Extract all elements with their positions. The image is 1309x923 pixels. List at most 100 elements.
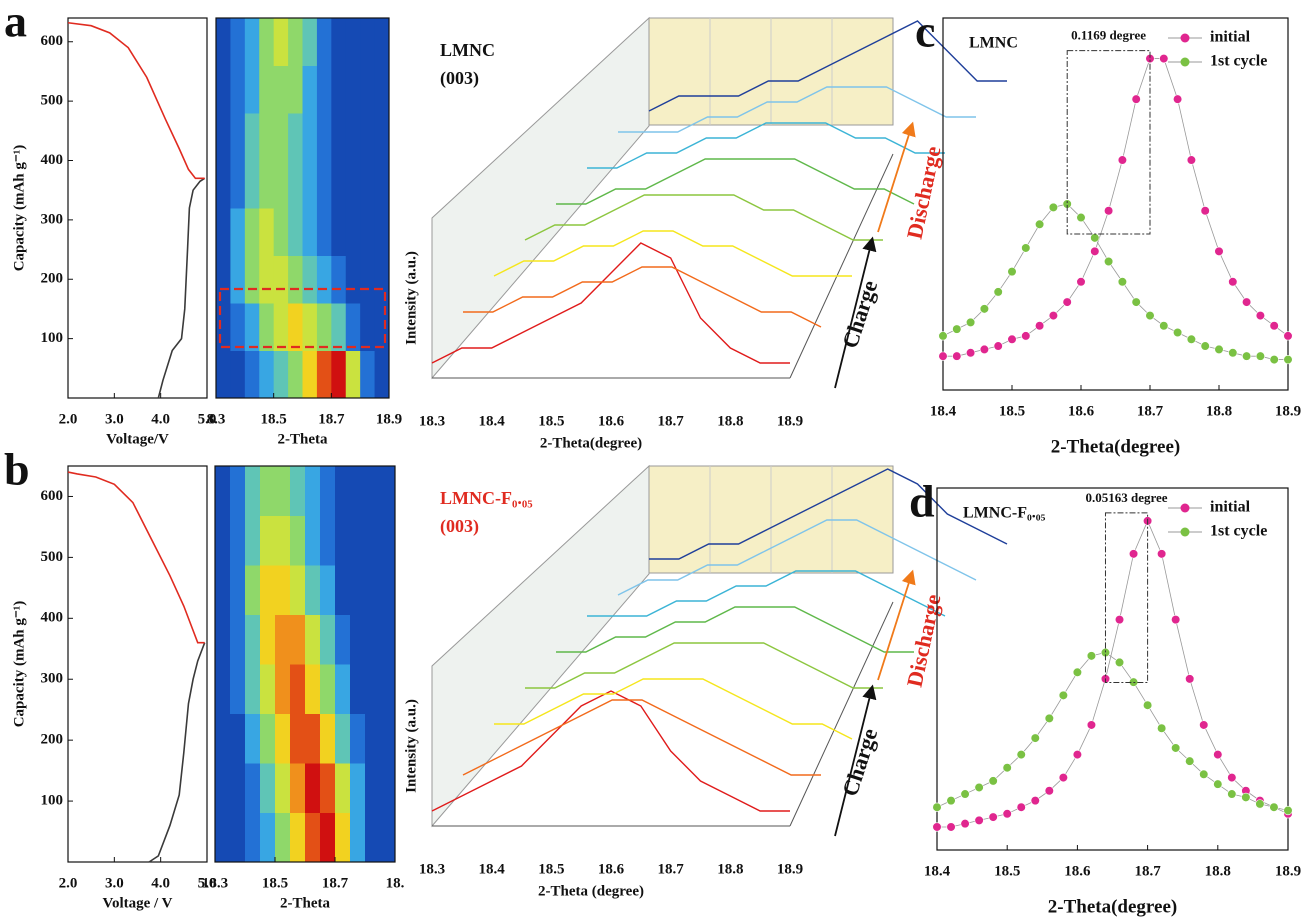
heatmap-cell	[245, 565, 261, 615]
heatmap-cell	[245, 763, 261, 813]
legend-label: 1st cycle	[1210, 523, 1267, 540]
data-point	[1002, 763, 1012, 773]
heatmap-cell	[335, 614, 351, 665]
data-point	[1002, 809, 1012, 819]
data-point	[1283, 331, 1293, 341]
data-point	[1076, 277, 1086, 287]
heatmap-cell	[374, 350, 390, 399]
heatmap-cell	[230, 255, 246, 304]
x-tick-label: 18.3	[419, 861, 445, 877]
data-point	[1159, 53, 1169, 64]
data-point	[1228, 348, 1238, 358]
heatmap-cell	[365, 614, 381, 665]
y-tick-label: 200	[41, 271, 64, 287]
heatmap-cell	[350, 763, 366, 813]
heatmap-cell	[216, 303, 231, 351]
data-point	[1007, 267, 1017, 277]
heatmap-cell	[259, 255, 275, 304]
data-point	[1058, 772, 1068, 783]
data-point	[1157, 549, 1167, 559]
series-line	[148, 642, 206, 863]
chart-subtitle: (003)	[440, 68, 479, 89]
series-line	[943, 58, 1289, 357]
heatmap-cell	[275, 614, 291, 665]
data-point	[1072, 667, 1082, 677]
annotation: 0.05163 degree	[1086, 490, 1168, 505]
heatmap-cell	[365, 466, 381, 516]
x-tick-label: 18.3	[419, 413, 445, 429]
heatmap-cell	[290, 466, 306, 516]
data-point	[938, 331, 948, 341]
x-tick-label: 18.8	[717, 413, 743, 429]
heatmap-cell	[331, 18, 347, 66]
spectrum	[463, 266, 822, 328]
data-point	[1086, 651, 1097, 661]
x-tick-label: 2.0	[59, 411, 78, 427]
heatmap-cell	[320, 614, 336, 665]
y-axis-label: Capacity (mAh g⁻¹)	[11, 601, 27, 728]
heatmap-cell	[365, 763, 381, 813]
heatmap-cell	[230, 65, 246, 114]
y-axis-label: Intensity (a.u.)	[403, 699, 419, 793]
data-point	[1145, 311, 1155, 321]
heatmap-cell	[316, 350, 332, 399]
heatmap-cell	[215, 664, 231, 714]
heatmap-cell	[273, 160, 289, 209]
data-point	[1241, 297, 1252, 307]
heatmap-cell	[216, 350, 231, 399]
heatmap-cell	[230, 160, 246, 209]
data-point	[1213, 779, 1223, 789]
heatmap-cell	[350, 466, 366, 516]
heatmap-cell	[360, 113, 376, 161]
annotation-box	[1066, 50, 1151, 235]
data-point	[1199, 769, 1209, 779]
heatmap-cell	[275, 763, 291, 813]
legend-marker	[1180, 57, 1190, 67]
data-point	[1034, 219, 1045, 229]
data-point	[1185, 674, 1195, 684]
data-point	[1186, 334, 1196, 344]
heatmap-cell	[259, 350, 275, 399]
heatmap-cell	[273, 255, 289, 304]
x-tick-label: 18.4	[479, 861, 506, 877]
data-point	[1241, 792, 1251, 802]
heatmap-cell	[316, 303, 332, 351]
legend-label: initial	[1210, 499, 1251, 516]
data-point	[1072, 749, 1082, 760]
spectrum	[617, 519, 977, 596]
data-point	[952, 324, 962, 334]
chart-title: LMNC	[440, 40, 495, 60]
heatmap-cell	[290, 713, 306, 764]
heatmap-cell	[320, 466, 336, 516]
x-axis-label: 2-Theta	[278, 431, 328, 447]
heatmap-cell	[245, 713, 261, 764]
heatmap-cell	[345, 113, 361, 161]
heatmap-cell	[365, 565, 381, 615]
data-point	[1171, 743, 1181, 753]
data-point	[938, 351, 948, 361]
data-point	[1227, 772, 1237, 783]
heatmap-cell	[374, 18, 390, 66]
heatmap-cell	[302, 303, 318, 351]
heatmap-cell	[275, 664, 291, 714]
plot-frame	[215, 17, 390, 399]
heatmap-cell	[273, 18, 289, 66]
data-point	[1186, 155, 1196, 165]
chart-subtitle: (003)	[440, 516, 479, 537]
heatmap-cell	[316, 18, 332, 66]
heatmap-cell	[335, 466, 351, 516]
x-tick-label: 18.7	[658, 413, 685, 429]
heatmap-cell	[259, 18, 275, 66]
spectrum	[587, 122, 945, 169]
data-point	[993, 287, 1003, 297]
data-point	[1090, 246, 1100, 256]
spectrum	[649, 468, 1008, 560]
heatmap-cell	[288, 65, 303, 114]
heatmap-cell	[302, 113, 318, 161]
heatmap-cell	[305, 812, 321, 863]
y-tick-label: 300	[41, 211, 64, 227]
x-tick-label: 18.	[386, 875, 405, 891]
panel-letter: b	[4, 444, 30, 495]
data-point	[1228, 277, 1238, 287]
legend-label: 1st cycle	[1210, 53, 1267, 70]
